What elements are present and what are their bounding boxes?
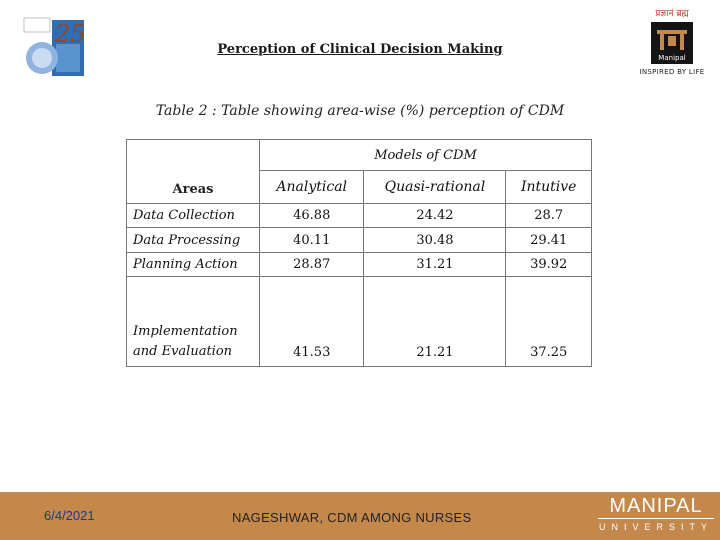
footer-brand-sub: UNIVERSITY xyxy=(598,522,713,532)
slide-footer: 6/4/2021 NAGESHWAR, CDM AMONG NURSES MAN… xyxy=(0,492,720,540)
cell-intutive: 28.7 xyxy=(505,202,592,229)
logo-name: Manipal xyxy=(658,54,685,62)
cell-intutive: 29.41 xyxy=(505,227,592,253)
column-header-quasi-rational: Quasi-rational xyxy=(363,170,507,204)
table-header-row-group: Areas Models of CDM xyxy=(126,139,592,204)
table-row: Data Collection 46.88 24.42 28.7 xyxy=(126,202,592,229)
footer-center-text: NAGESHWAR, CDM AMONG NURSES xyxy=(232,510,472,525)
cell-quasi-rational: 21.21 xyxy=(363,276,507,367)
logo-motto: प्रज्ञानं ब्रह्म xyxy=(655,9,689,19)
manipal-emblem-icon: Manipal xyxy=(651,22,693,64)
anniversary-logo: 25 xyxy=(22,14,86,78)
table-caption: Table 2 : Table showing area-wise (%) pe… xyxy=(155,103,565,119)
models-header: Models of CDM xyxy=(259,139,592,171)
table-row: Data Processing 40.11 30.48 29.41 xyxy=(126,227,592,253)
footer-date: 6/4/2021 xyxy=(44,508,95,523)
table-row: Planning Action 28.87 31.21 39.92 xyxy=(126,251,592,278)
row-area: Implementation and Evaluation xyxy=(126,276,260,367)
anniversary-logo-graphic: 25 xyxy=(23,17,86,76)
cell-quasi-rational: 31.21 xyxy=(363,251,507,278)
logo-number: 25 xyxy=(54,20,86,48)
cell-intutive: 37.25 xyxy=(505,276,592,367)
cdm-table: Areas Models of CDM Analytical Quasi-rat… xyxy=(126,139,592,367)
cell-analytical: 46.88 xyxy=(258,202,365,229)
slide-title: Perception of Clinical Decision Making xyxy=(217,42,503,57)
cell-intutive: 39.92 xyxy=(505,251,592,278)
cell-analytical: 41.53 xyxy=(258,276,365,367)
cell-analytical: 28.87 xyxy=(258,251,365,278)
footer-brand: MANIPAL UNIVERSITY xyxy=(598,494,714,535)
cell-quasi-rational: 30.48 xyxy=(363,227,507,253)
footer-brand-name: MANIPAL xyxy=(598,494,714,519)
cell-quasi-rational: 24.42 xyxy=(363,202,507,229)
areas-header: Areas xyxy=(126,139,260,204)
manipal-logo: प्रज्ञानं ब्रह्म Manipal INSPIRED BY LIF… xyxy=(632,8,712,90)
cell-analytical: 40.11 xyxy=(258,227,365,253)
logo-tagline: INSPIRED BY LIFE xyxy=(639,68,705,76)
row-area: Planning Action xyxy=(126,251,260,278)
row-area: Data Processing xyxy=(126,227,260,253)
column-header-intutive: Intutive xyxy=(505,170,592,204)
table-row: Implementation and Evaluation 41.53 21.2… xyxy=(126,276,592,367)
row-area: Data Collection xyxy=(126,202,260,229)
column-header-analytical: Analytical xyxy=(258,170,365,204)
